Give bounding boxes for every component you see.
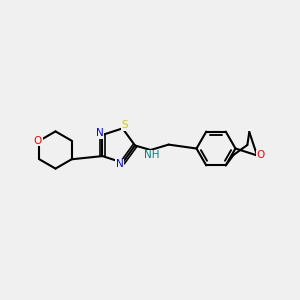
Text: S: S xyxy=(121,120,128,130)
Text: O: O xyxy=(256,150,265,161)
Text: NH: NH xyxy=(144,150,160,160)
Text: N: N xyxy=(116,159,123,169)
Text: N: N xyxy=(96,128,103,138)
Text: O: O xyxy=(34,136,42,146)
